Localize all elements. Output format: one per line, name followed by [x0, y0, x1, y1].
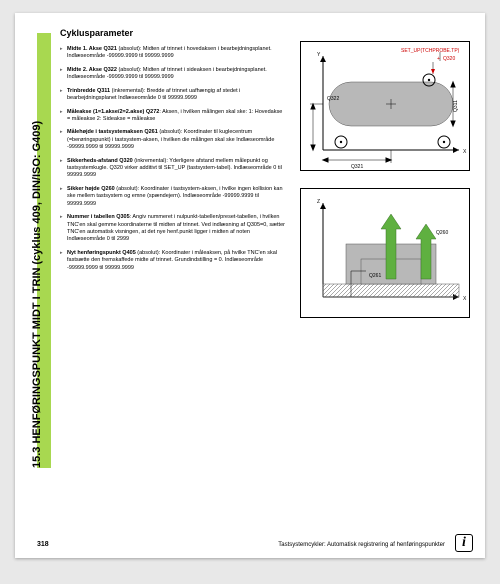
- side-chapter-title: 15.3 HENFØRINGSPUNKT MIDT I TRIN (cyklus…: [31, 33, 43, 468]
- q321-label: Q321: [351, 164, 363, 170]
- z-axis-label: Z: [317, 199, 320, 205]
- param-label: Sikker højde Q260: [67, 186, 115, 192]
- q322-label: Q322: [327, 96, 339, 102]
- param-label: Nyt henføringspunkt Q405: [67, 250, 136, 256]
- parameter-item: Midte 1. Akse Q321 (absolut): Midten af …: [60, 46, 285, 61]
- section-title: Cyklusparameter: [60, 28, 285, 38]
- svg-text:+: +: [437, 56, 440, 62]
- parameter-item: Måleakse (1=1.akse/2=2.akse) Q272: Aksen…: [60, 109, 285, 124]
- parameter-item: Nummer i tabellen Q305: Angiv nummeret i…: [60, 214, 285, 244]
- param-label: Midte 1. Akse Q321: [67, 46, 117, 52]
- setup-label: SET_UP(TCHPROBE.TP): [401, 48, 460, 54]
- param-label: Trinbredde Q311: [67, 88, 110, 94]
- parameter-item: Nyt henføringspunkt Q405 (absolut): Koor…: [60, 250, 285, 272]
- param-label: Måleakse (1=1.akse/2=2.akse) Q272: [67, 109, 159, 115]
- x-axis-label: X: [463, 149, 467, 155]
- diagram-top-view: X Y Q321 Q322: [300, 41, 470, 171]
- parameter-item: Midte 2. Akse Q322 (absolut): Midten af …: [60, 67, 285, 82]
- page-number: 318: [37, 541, 49, 548]
- parameter-item: Sikkerheds-afstand Q320 (inkremental): Y…: [60, 158, 285, 180]
- y-axis-label: Y: [317, 52, 321, 58]
- parameter-item: Målehøjde i tastsystemaksen Q261 (absolu…: [60, 129, 285, 151]
- param-label: Nummer i tabellen Q305: [67, 214, 130, 220]
- page: 15.3 HENFØRINGSPUNKT MIDT I TRIN (cyklus…: [15, 13, 485, 558]
- footer-text: Tastsystemcykler: Automatisk registrerin…: [278, 542, 445, 548]
- diagram-side-view: X Z Q260 Q261: [300, 188, 470, 318]
- q320-label: Q320: [443, 56, 455, 62]
- parameter-item: Trinbredde Q311 (inkremental): Bredde af…: [60, 88, 285, 103]
- parameter-item: Sikker højde Q260 (absolut): Koordinater…: [60, 186, 285, 208]
- x-axis-label-2: X: [463, 296, 467, 302]
- param-label: Sikkerheds-afstand Q320: [67, 158, 133, 164]
- q261-label: Q261: [369, 273, 381, 279]
- param-label: Midte 2. Akse Q322: [67, 67, 117, 73]
- q260-label: Q260: [436, 230, 448, 236]
- parameter-list: Midte 1. Akse Q321 (absolut): Midten af …: [60, 46, 285, 272]
- q311-label: Q311: [453, 100, 459, 112]
- param-label: Målehøjde i tastsystemaksen Q261: [67, 129, 158, 135]
- main-content: Cyklusparameter Midte 1. Akse Q321 (abso…: [60, 28, 285, 278]
- info-icon: i: [455, 534, 473, 552]
